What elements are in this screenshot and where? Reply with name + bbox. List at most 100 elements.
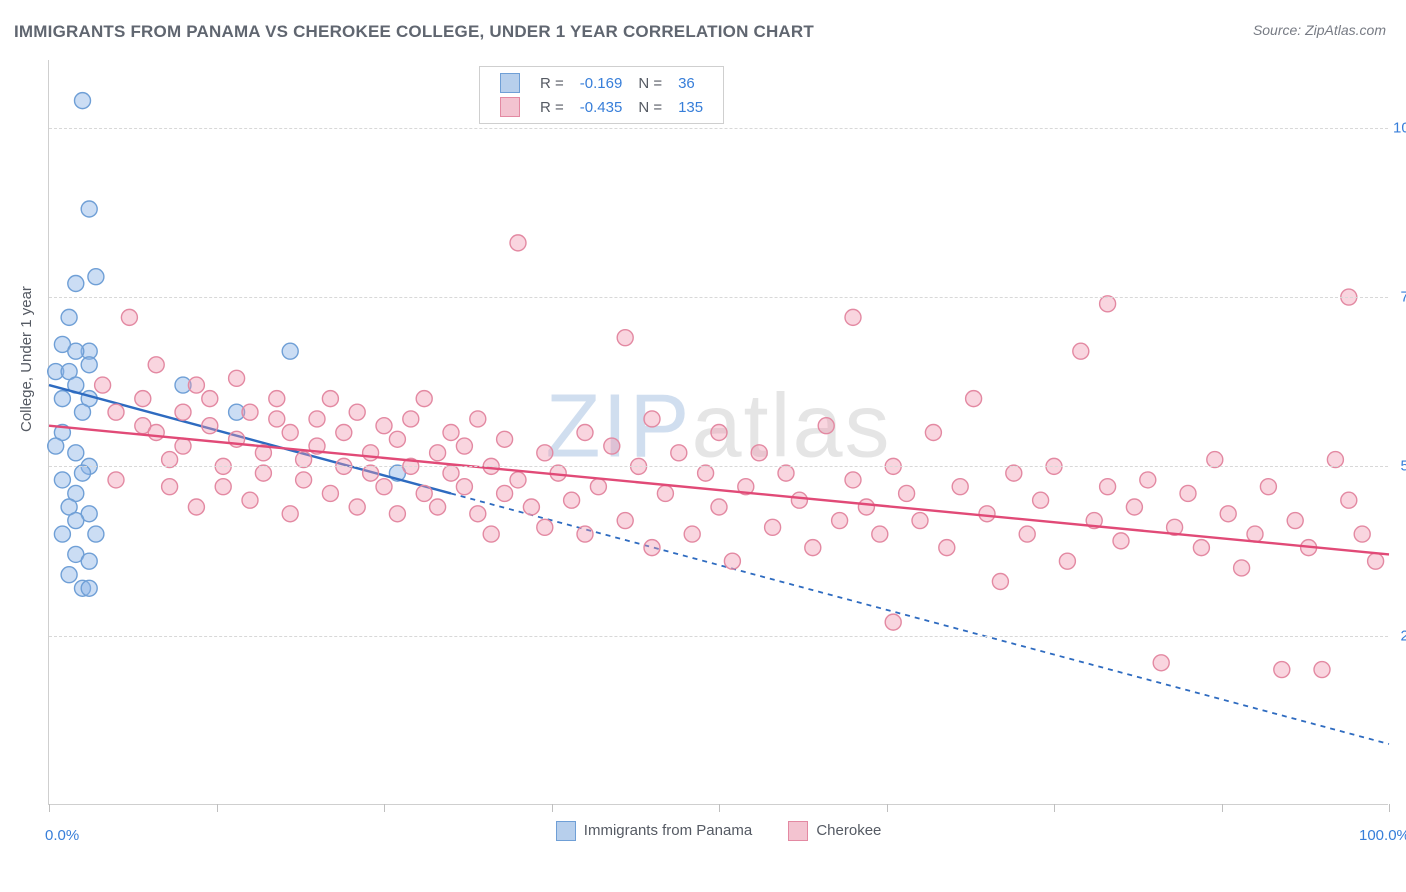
data-point-panama — [68, 513, 84, 529]
data-point-cherokee — [952, 479, 968, 495]
data-point-cherokee — [269, 411, 285, 427]
data-point-cherokee — [1354, 526, 1370, 542]
data-point-cherokee — [242, 492, 258, 508]
data-point-cherokee — [644, 411, 660, 427]
x-tick — [384, 804, 385, 812]
data-point-cherokee — [229, 370, 245, 386]
data-point-cherokee — [242, 404, 258, 420]
data-point-cherokee — [336, 425, 352, 441]
data-point-cherokee — [992, 574, 1008, 590]
data-point-cherokee — [215, 479, 231, 495]
data-point-cherokee — [805, 540, 821, 556]
data-point-cherokee — [322, 391, 338, 407]
legend-swatch-panama-bottom — [556, 821, 576, 841]
data-point-cherokee — [363, 465, 379, 481]
data-point-cherokee — [1260, 479, 1276, 495]
legend-label-cherokee: Cherokee — [816, 822, 881, 839]
y-tick-label: 75.0% — [1393, 289, 1406, 306]
data-point-cherokee — [537, 519, 553, 535]
data-point-cherokee — [939, 540, 955, 556]
data-point-cherokee — [590, 479, 606, 495]
data-point-cherokee — [845, 472, 861, 488]
data-point-panama — [61, 567, 77, 583]
data-point-cherokee — [309, 411, 325, 427]
data-point-cherokee — [202, 418, 218, 434]
data-point-cherokee — [537, 445, 553, 461]
x-tick — [1054, 804, 1055, 812]
data-point-cherokee — [510, 235, 526, 251]
data-point-cherokee — [979, 506, 995, 522]
source-name: ZipAtlas.com — [1305, 22, 1386, 38]
x-tick — [1389, 804, 1390, 812]
data-point-cherokee — [443, 425, 459, 441]
data-point-cherokee — [1100, 479, 1116, 495]
data-point-cherokee — [483, 526, 499, 542]
data-point-cherokee — [1100, 296, 1116, 312]
data-point-cherokee — [416, 485, 432, 501]
data-point-cherokee — [1287, 513, 1303, 529]
data-point-cherokee — [497, 431, 513, 447]
data-point-cherokee — [282, 506, 298, 522]
data-point-cherokee — [296, 452, 312, 468]
data-point-cherokee — [430, 445, 446, 461]
data-point-cherokee — [1033, 492, 1049, 508]
data-point-cherokee — [698, 465, 714, 481]
chart-container: IMMIGRANTS FROM PANAMA VS CHEROKEE COLLE… — [0, 0, 1406, 892]
data-point-cherokee — [1193, 540, 1209, 556]
x-tick — [1222, 804, 1223, 812]
data-point-cherokee — [644, 540, 660, 556]
data-point-cherokee — [671, 445, 687, 461]
y-axis-label: College, Under 1 year — [18, 286, 35, 432]
data-point-cherokee — [389, 506, 405, 522]
data-point-cherokee — [1153, 655, 1169, 671]
data-point-cherokee — [1234, 560, 1250, 576]
data-point-panama — [75, 93, 91, 109]
data-point-cherokee — [175, 438, 191, 454]
scatter-svg — [49, 60, 1388, 804]
data-point-cherokee — [456, 479, 472, 495]
x-tick — [552, 804, 553, 812]
data-point-cherokee — [1341, 492, 1357, 508]
data-point-cherokee — [108, 404, 124, 420]
data-point-cherokee — [95, 377, 111, 393]
data-point-panama — [54, 472, 70, 488]
data-point-cherokee — [121, 309, 137, 325]
gridline — [49, 128, 1388, 129]
data-point-cherokee — [202, 391, 218, 407]
x-tick — [887, 804, 888, 812]
data-point-panama — [54, 526, 70, 542]
data-point-panama — [68, 343, 84, 359]
data-point-cherokee — [872, 526, 888, 542]
data-point-cherokee — [108, 472, 124, 488]
data-point-cherokee — [148, 425, 164, 441]
data-point-cherokee — [1274, 662, 1290, 678]
data-point-cherokee — [711, 499, 727, 515]
data-point-cherokee — [657, 485, 673, 501]
data-point-cherokee — [349, 404, 365, 420]
data-point-panama — [54, 391, 70, 407]
data-point-cherokee — [269, 391, 285, 407]
legend-item-panama: Immigrants from Panama — [556, 821, 753, 841]
data-point-cherokee — [363, 445, 379, 461]
data-point-cherokee — [604, 438, 620, 454]
data-point-cherokee — [1140, 472, 1156, 488]
data-point-cherokee — [832, 513, 848, 529]
x-tick — [719, 804, 720, 812]
data-point-panama — [81, 357, 97, 373]
data-point-cherokee — [349, 499, 365, 515]
data-point-cherokee — [188, 499, 204, 515]
data-point-cherokee — [1327, 452, 1343, 468]
data-point-cherokee — [858, 499, 874, 515]
data-point-panama — [81, 580, 97, 596]
x-tick — [217, 804, 218, 812]
legend-label-panama: Immigrants from Panama — [584, 822, 752, 839]
data-point-panama — [68, 445, 84, 461]
data-point-panama — [68, 276, 84, 292]
y-tick-label: 100.0% — [1393, 119, 1406, 136]
data-point-cherokee — [1220, 506, 1236, 522]
source-attribution: Source: ZipAtlas.com — [1253, 22, 1386, 38]
gridline — [49, 636, 1388, 637]
data-point-panama — [282, 343, 298, 359]
data-point-panama — [75, 465, 91, 481]
data-point-cherokee — [912, 513, 928, 529]
